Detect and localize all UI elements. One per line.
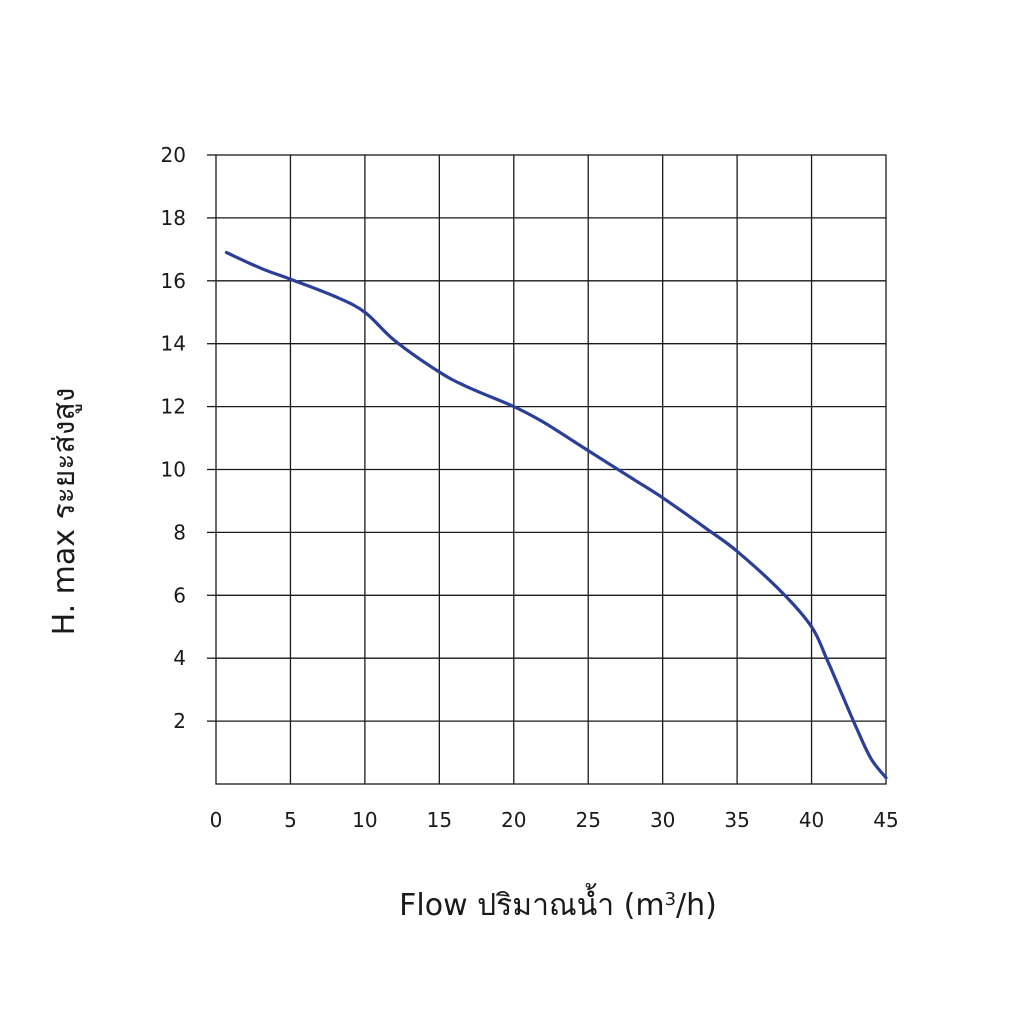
x-tick-label: 0 xyxy=(210,808,223,832)
y-axis-title: H. max ระยะส่งสูง xyxy=(47,388,82,636)
y-tick-label: 4 xyxy=(173,646,186,670)
ticks-layer: 0 5 10 15 20 25 30 35 40 45 2 4 6 8 10 12 14 16 18 20 xyxy=(161,143,899,832)
y-tick-label: 20 xyxy=(161,143,186,167)
x-tick-label: 45 xyxy=(873,808,898,832)
grid-layer xyxy=(216,155,886,784)
series-layer xyxy=(224,250,888,780)
x-tick-label: 15 xyxy=(427,808,452,832)
y-tick-label: 16 xyxy=(161,269,186,293)
x-tick-label: 25 xyxy=(575,808,600,832)
y-tick-label: 2 xyxy=(173,709,186,733)
x-tick-label: 35 xyxy=(724,808,749,832)
y-tick-label: 10 xyxy=(161,458,186,482)
x-tick-label: 10 xyxy=(352,808,377,832)
y-tick-label: 18 xyxy=(161,206,186,230)
x-tick-label: 5 xyxy=(284,808,297,832)
y-tick-label: 8 xyxy=(173,520,186,544)
x-tick-label: 30 xyxy=(650,808,675,832)
x-tick-label: 40 xyxy=(799,808,824,832)
x-axis-title-tail: /h) xyxy=(676,888,717,923)
x-axis-title: Flow ปริมาณน้ำ (m3/h) xyxy=(399,883,717,923)
y-tick-label: 14 xyxy=(161,332,186,356)
x-tick-label: 20 xyxy=(501,808,526,832)
x-axis-title-main: Flow ปริมาณน้ำ (m xyxy=(399,883,664,923)
series-line xyxy=(224,250,888,780)
y-tick-label: 12 xyxy=(161,395,186,419)
x-axis-title-superscript: 3 xyxy=(665,889,676,910)
y-tick-label: 6 xyxy=(173,583,186,607)
